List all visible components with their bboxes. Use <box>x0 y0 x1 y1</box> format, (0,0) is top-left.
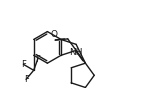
Text: F: F <box>35 55 40 64</box>
Text: NH: NH <box>69 48 83 57</box>
Text: F: F <box>24 75 28 84</box>
Text: F: F <box>21 60 26 69</box>
Text: O: O <box>51 30 58 39</box>
